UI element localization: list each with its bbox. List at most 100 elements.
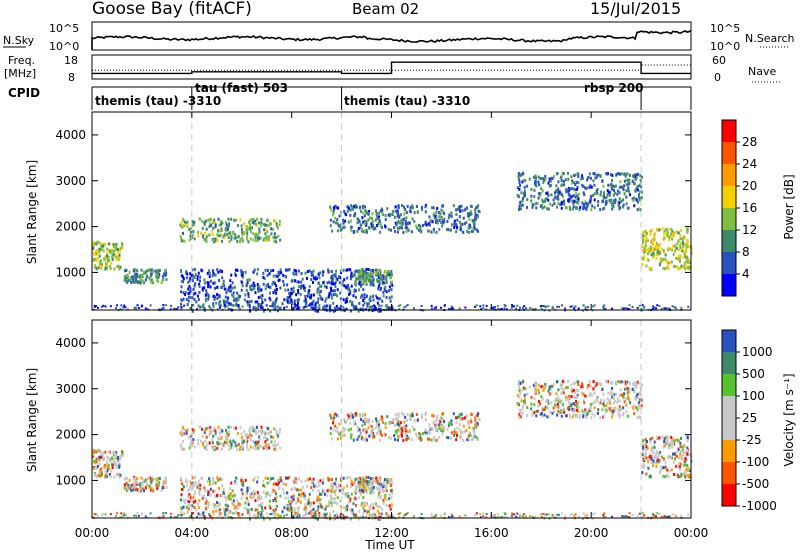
velocity-cell (204, 489, 207, 493)
power-cell (131, 275, 134, 279)
velocity-cell (664, 461, 667, 465)
power-cell (645, 248, 648, 252)
velocity-cell (100, 452, 103, 456)
velocity-cell (468, 420, 471, 424)
velocity-cell (622, 393, 625, 397)
velocity-cell (345, 476, 348, 480)
velocity-cell (197, 512, 200, 516)
power-cell (551, 306, 554, 309)
velocity-cell (652, 461, 655, 465)
power-cell (673, 230, 676, 234)
power-cell (306, 294, 309, 298)
power-cell (677, 267, 680, 271)
power-cell (682, 242, 685, 246)
power-cell (443, 212, 446, 216)
power-cell (579, 205, 582, 209)
velocity-cell (335, 488, 338, 492)
power-cell (267, 219, 270, 223)
velocity-cell (220, 431, 223, 435)
power-cell (518, 204, 521, 208)
power-cell (378, 276, 381, 280)
power-cell (362, 271, 365, 275)
power-cell (180, 285, 183, 289)
velocity-cell (465, 429, 468, 433)
power-cell (260, 288, 263, 292)
velocity-cell (225, 499, 228, 503)
power-cell (241, 275, 244, 279)
power-cell (572, 205, 575, 209)
velocity-cell (574, 391, 577, 395)
power-cell (193, 276, 196, 280)
power-cell (296, 280, 299, 284)
velocity-cell (224, 440, 227, 444)
power-cell (207, 218, 210, 222)
velocity-cell (254, 447, 257, 451)
power-cell (150, 278, 153, 282)
power-cell (273, 232, 276, 236)
power-cell (385, 281, 388, 285)
power-cell (390, 288, 393, 292)
velocity-cell (358, 496, 361, 500)
power-cell (584, 200, 587, 204)
velocity-cell (677, 462, 680, 466)
velocity-cell (248, 430, 251, 434)
velocity-cell (662, 445, 665, 449)
velocity-cell (375, 481, 378, 485)
power-cell (534, 175, 537, 179)
power-cell (565, 188, 568, 192)
power-cell (266, 230, 269, 234)
velocity-cell (535, 409, 538, 413)
velocity-cell (381, 482, 384, 486)
power-cell (328, 269, 331, 273)
velocity-cell (218, 509, 221, 513)
power-cell (335, 304, 338, 308)
power-cell (639, 196, 642, 200)
velocity-cell (537, 388, 540, 392)
velocity-cell (109, 457, 112, 461)
velocity-cell (294, 513, 297, 517)
power-cell (361, 267, 364, 271)
power-cell (399, 304, 402, 307)
noise-sky-line (91, 29, 692, 50)
power-cell (206, 293, 209, 297)
power-cell (408, 221, 411, 225)
velocity-cell (375, 502, 378, 506)
power-cell (219, 233, 222, 237)
power-cell (372, 283, 375, 287)
power-cell (586, 205, 589, 209)
velocity-cell (662, 457, 665, 461)
power-cell (531, 205, 534, 209)
velocity-cell (288, 503, 291, 507)
power-cell (655, 241, 658, 245)
power-cell (230, 273, 233, 277)
power-cell (519, 183, 522, 187)
velocity-cell (297, 509, 300, 513)
power-cell (95, 242, 98, 246)
power-cell (499, 308, 502, 311)
velocity-cell (142, 489, 145, 493)
velocity-cell (599, 382, 602, 386)
velocity-cell (352, 481, 355, 485)
power-cell (95, 267, 98, 271)
velocity-cell (204, 501, 207, 505)
velocity-cell (343, 517, 346, 521)
velocity-cell (279, 446, 282, 450)
power-cell (607, 190, 610, 194)
power-cell (189, 272, 192, 276)
power-cell (384, 285, 387, 289)
velocity-cell (268, 480, 271, 484)
power-cell (229, 232, 232, 236)
velocity-cell (348, 500, 351, 504)
power-cell (686, 227, 689, 231)
power-cell (254, 239, 257, 243)
velocity-cell (365, 490, 368, 494)
power-cell (321, 297, 324, 301)
power-cell (374, 305, 377, 309)
velocity-cell (236, 432, 239, 436)
power-cell (317, 308, 320, 311)
velocity-cell (276, 517, 279, 521)
power-cell (634, 175, 637, 179)
velocity-cell (256, 475, 259, 479)
velocity-cell (226, 506, 229, 510)
velocity-cell (533, 396, 536, 400)
